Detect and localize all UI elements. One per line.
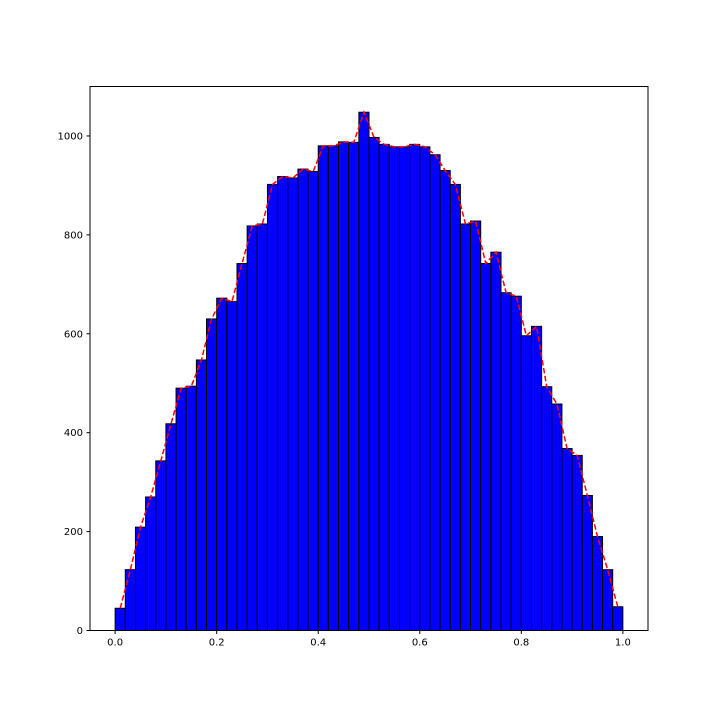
y-tick-label: 1000 [58, 131, 83, 142]
histogram-bar [520, 335, 532, 631]
histogram-bar [551, 403, 563, 631]
y-tick-label: 600 [64, 329, 83, 340]
histogram-bar [439, 170, 451, 631]
histogram-bar [348, 141, 360, 631]
plot-frame [89, 86, 649, 631]
histogram-bar [246, 225, 258, 632]
histogram-bar [612, 606, 624, 632]
histogram-bar [571, 454, 583, 631]
y-tick-label: 800 [64, 230, 83, 241]
histogram-bar [398, 146, 411, 632]
x-tick-label: 0.8 [513, 638, 529, 649]
histogram-bar [429, 154, 441, 631]
histogram-bar [368, 136, 380, 631]
histogram-bar [500, 292, 512, 631]
x-axis: 0.0 0.2 0.4 0.6 0.8 1.0 [107, 630, 631, 649]
histogram-bar [216, 297, 228, 631]
histogram-bar [541, 386, 553, 631]
histogram-bar [530, 325, 543, 631]
histogram-bar [287, 177, 299, 632]
histogram-bar [266, 183, 279, 631]
histogram-bar [581, 494, 593, 631]
overlay-line-group [119, 110, 619, 609]
y-axis: 0 200 400 600 800 1000 [58, 131, 90, 637]
x-tick-label: 0.2 [209, 638, 225, 649]
histogram-bar [419, 146, 431, 632]
histogram-bar [480, 263, 492, 631]
histogram-bar [317, 145, 329, 631]
histogram-bar [236, 263, 248, 631]
histogram-bar [388, 146, 400, 632]
histogram-bar [256, 223, 268, 631]
histogram-bar [155, 460, 167, 631]
histogram-bar [338, 141, 350, 631]
histogram-bar [602, 569, 614, 631]
histogram-bar [175, 387, 187, 632]
y-tick-label: 200 [64, 527, 83, 538]
histogram-bar [459, 223, 472, 631]
histogram-bar [185, 385, 197, 631]
histogram-bar [358, 111, 370, 632]
histogram-bar [378, 143, 390, 632]
histogram-bar [145, 496, 157, 631]
histogram-bar [114, 607, 126, 631]
histogram-bar [470, 220, 482, 632]
x-tick-label: 1.0 [615, 638, 631, 649]
histogram-bar [490, 251, 502, 631]
histogram-bar [277, 176, 289, 631]
histogram-bar [307, 171, 319, 631]
y-tick-label: 400 [64, 428, 83, 439]
histogram-bar [409, 143, 421, 632]
histogram-bar [449, 183, 461, 631]
overlay-line [119, 110, 619, 609]
histogram-bar [327, 145, 340, 631]
y-tick-label: 0 [77, 626, 83, 637]
histogram-bar [510, 295, 522, 631]
histogram-bar [165, 423, 177, 631]
histogram-bar [195, 359, 208, 631]
histogram-bar [206, 318, 218, 631]
x-tick-label: 0.0 [107, 638, 123, 649]
x-tick-label: 0.4 [310, 638, 326, 649]
histogram-bar [297, 168, 309, 631]
histogram-bar [124, 569, 136, 631]
x-tick-label: 0.6 [412, 638, 428, 649]
histogram-bar [226, 301, 238, 631]
histogram-bar [561, 448, 573, 632]
